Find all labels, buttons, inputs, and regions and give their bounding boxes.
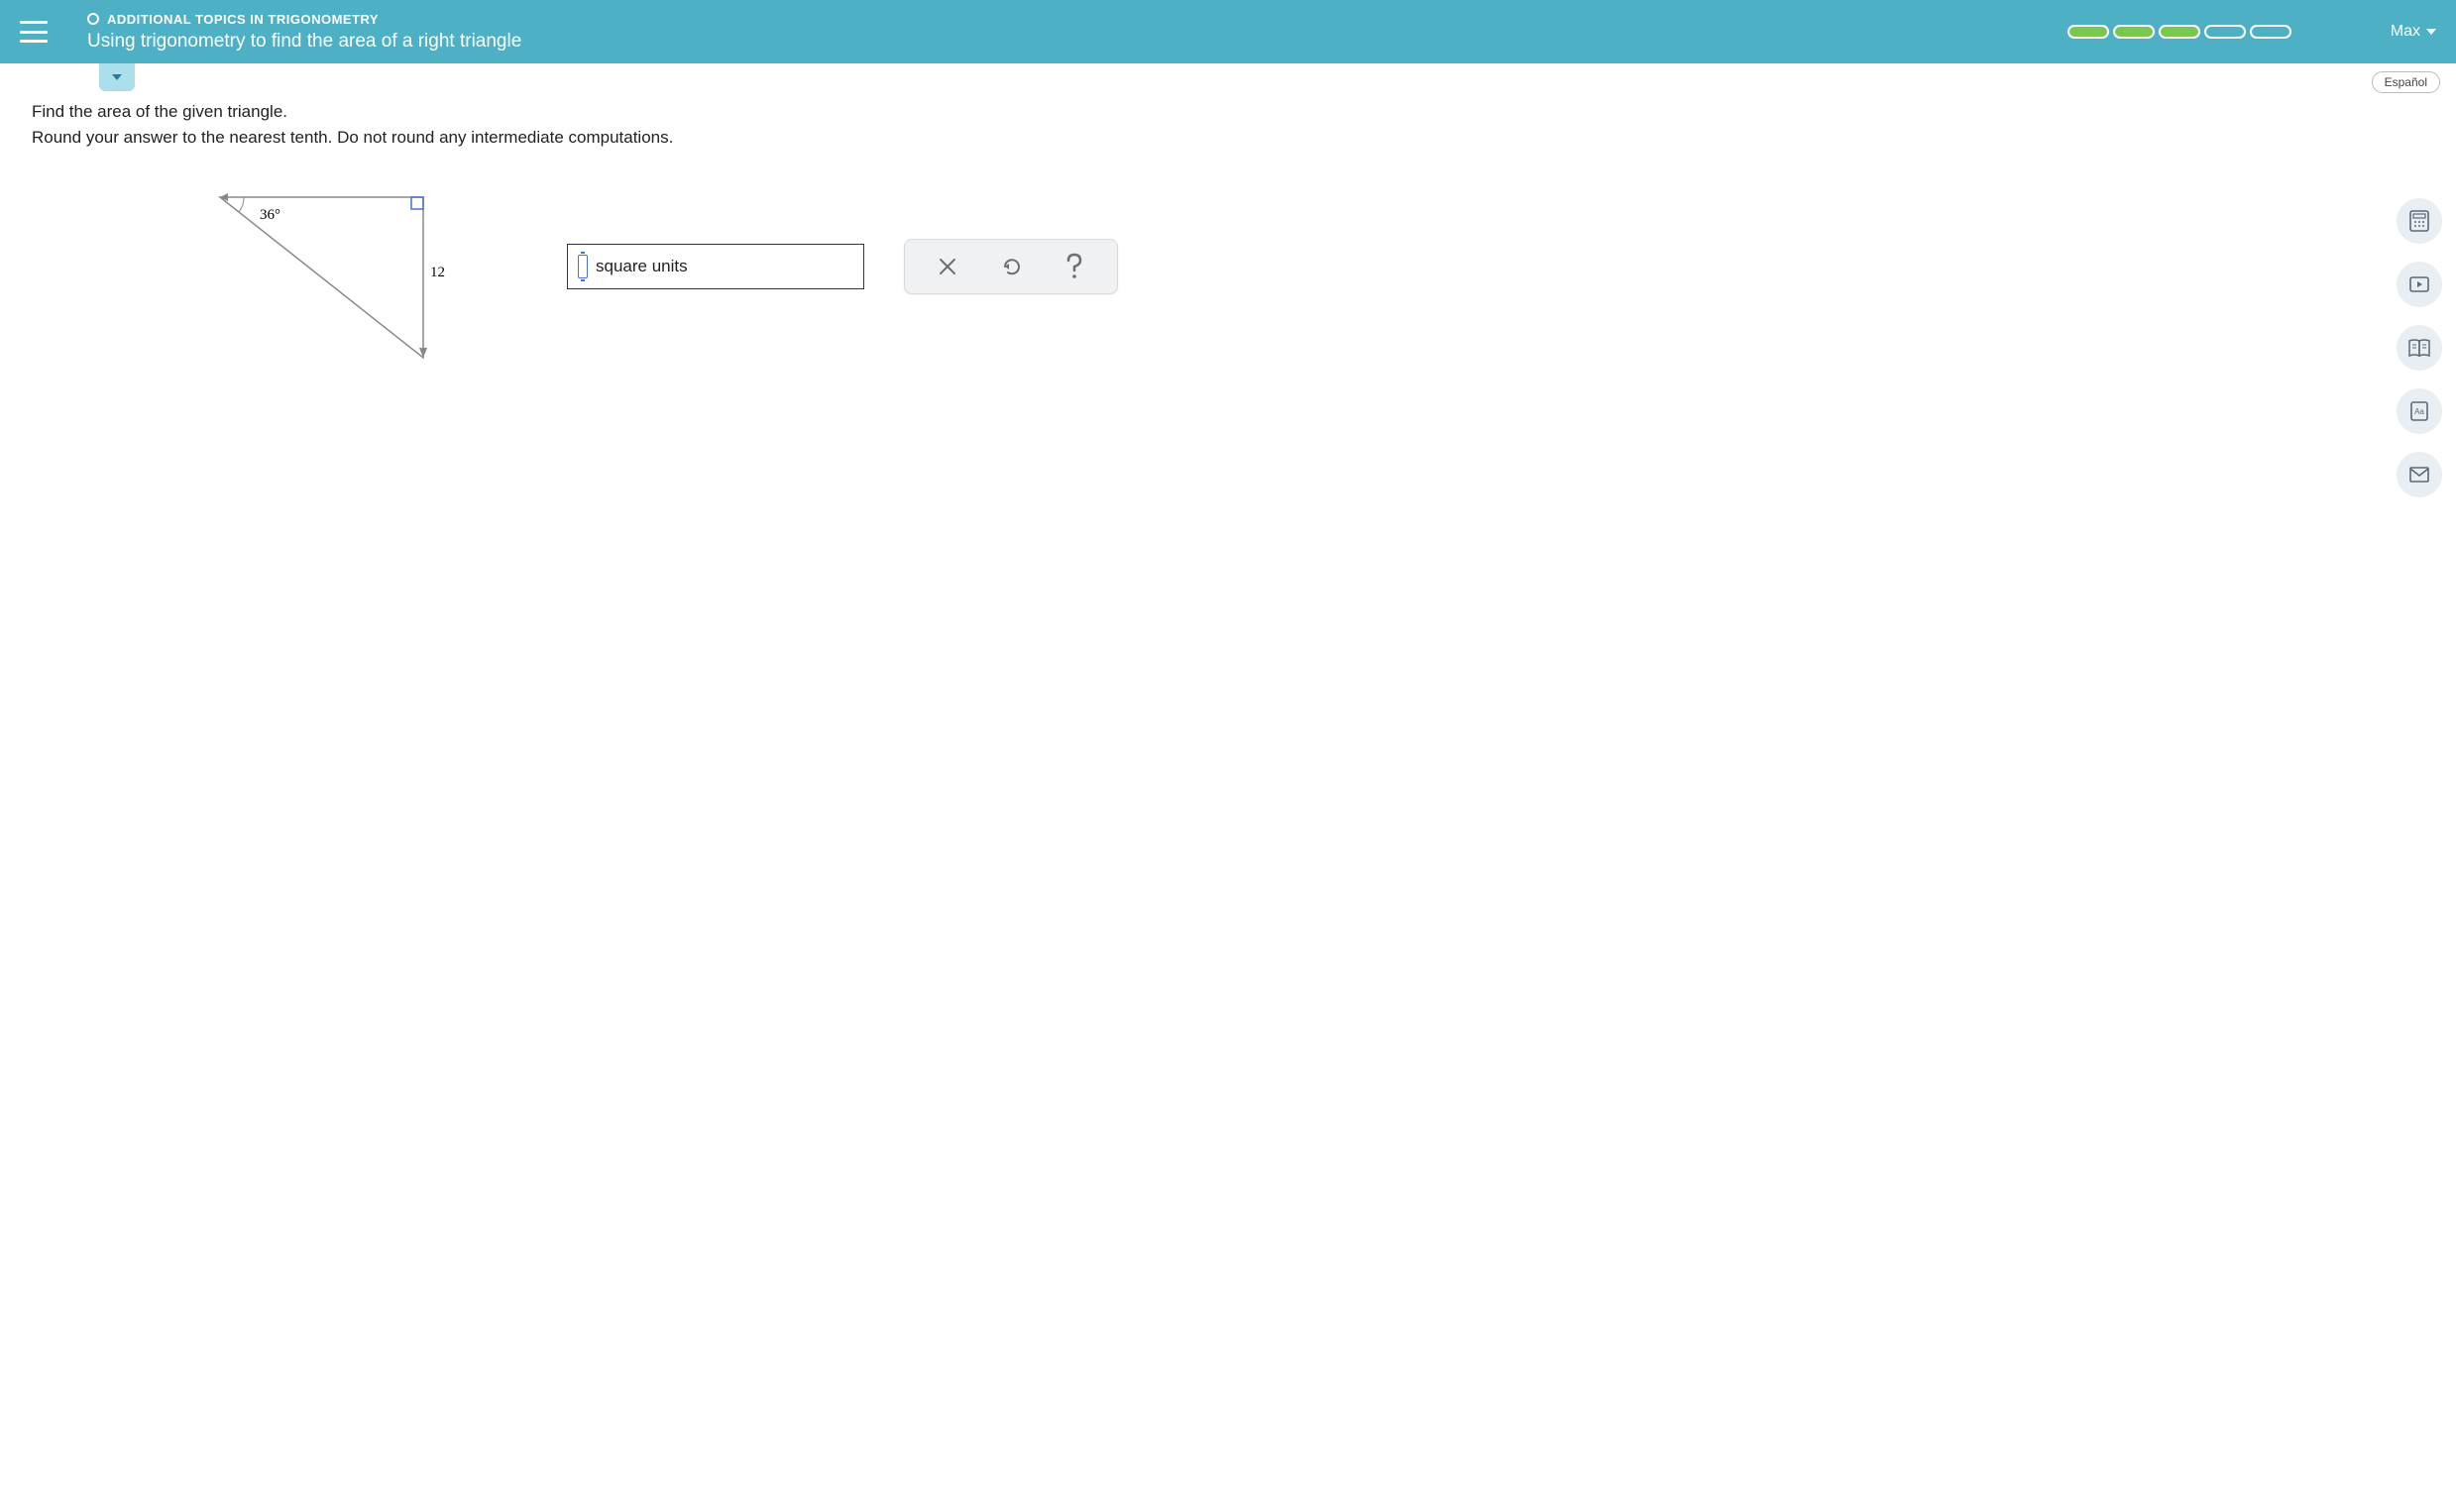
language-button[interactable]: Español (2372, 71, 2440, 93)
tool-group (904, 239, 1118, 294)
glossary-icon: Aa (2408, 400, 2430, 422)
calculator-icon (2408, 210, 2430, 232)
tab-dropdown-button[interactable] (99, 63, 135, 91)
instruction-line: Round your answer to the nearest tenth. … (32, 125, 2424, 151)
triangle-figure: 36° 12 (210, 189, 468, 387)
content-area: Find the area of the given triangle. Rou… (0, 99, 2456, 387)
play-icon (2408, 273, 2430, 295)
book-icon (2407, 338, 2431, 358)
help-button[interactable] (1058, 250, 1091, 283)
calculator-button[interactable] (2397, 198, 2442, 244)
progress-seg (2067, 25, 2109, 39)
instruction-line: Find the area of the given triangle. (32, 99, 2424, 125)
message-button[interactable] (2397, 452, 2442, 497)
app-header: ADDITIONAL TOPICS IN TRIGONOMETRY Using … (0, 0, 2456, 63)
answer-input[interactable]: square units (567, 244, 864, 289)
caret-down-icon (112, 74, 122, 80)
menu-icon[interactable] (20, 21, 48, 43)
undo-icon (999, 255, 1023, 278)
answer-row: square units (567, 239, 1118, 294)
angle-label: 36° (260, 207, 280, 224)
user-menu[interactable]: Max (2391, 23, 2436, 41)
breadcrumb-text: ADDITIONAL TOPICS IN TRIGONOMETRY (107, 12, 379, 27)
video-button[interactable] (2397, 262, 2442, 307)
triangle-svg (210, 189, 468, 387)
x-icon (938, 257, 957, 276)
input-cursor-icon (578, 255, 588, 278)
question-icon (1062, 252, 1086, 281)
svg-text:Aa: Aa (2414, 407, 2424, 416)
side-toolbar: Aa (2397, 198, 2442, 497)
progress-seg (2159, 25, 2200, 39)
work-area: 36° 12 square units (32, 189, 2424, 387)
header-titles: ADDITIONAL TOPICS IN TRIGONOMETRY Using … (87, 12, 2067, 53)
answer-units: square units (596, 257, 688, 276)
caret-down-icon (2426, 29, 2436, 35)
breadcrumb-circle-icon (87, 13, 99, 25)
subheader: Español (0, 63, 2456, 99)
progress-seg (2250, 25, 2291, 39)
clear-button[interactable] (931, 250, 964, 283)
mail-icon (2408, 466, 2430, 484)
undo-button[interactable] (994, 250, 1028, 283)
progress-bar (2067, 25, 2291, 39)
progress-seg (2113, 25, 2155, 39)
user-name: Max (2391, 23, 2420, 41)
progress-seg (2204, 25, 2246, 39)
instructions: Find the area of the given triangle. Rou… (32, 99, 2424, 150)
glossary-button[interactable]: Aa (2397, 388, 2442, 434)
textbook-button[interactable] (2397, 325, 2442, 371)
side-label: 12 (430, 265, 445, 281)
breadcrumb: ADDITIONAL TOPICS IN TRIGONOMETRY (87, 12, 2067, 27)
page-title: Using trigonometry to find the area of a… (87, 31, 2067, 53)
language-label: Español (2385, 75, 2427, 89)
